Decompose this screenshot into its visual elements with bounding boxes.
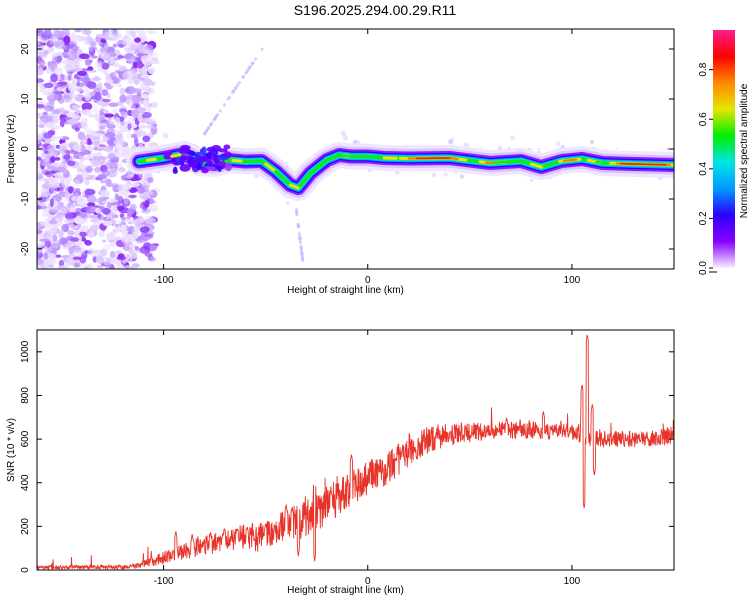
heatmap-ytick-label: 0 (20, 146, 31, 152)
heatmap-ytick-label: -10 (20, 191, 31, 206)
chart-title: S196.2025.294.00.29.R11 (293, 2, 457, 18)
snr-xlabel: Height of straight line (km) (287, 585, 404, 596)
heatmap-xlabel: Height of straight line (km) (287, 285, 404, 296)
snr-xtick-label: -100 (154, 576, 174, 587)
heatmap-plot-area (37, 29, 674, 269)
snr-plot-area (37, 334, 674, 570)
heatmap-xtick-label: 0 (365, 275, 371, 286)
colorbar-tick-label: 0.2 (698, 211, 709, 225)
heatmap-ytick-label: -20 (20, 241, 31, 256)
heatmap-hot-segments (145, 153, 674, 190)
heatmap-xtick-label: -100 (154, 275, 174, 286)
snr-ytick-label: 1000 (20, 340, 31, 363)
colorbar-gradient (713, 30, 735, 268)
snr-ytick-label: 400 (20, 474, 31, 491)
snr-ytick-label: 0 (20, 567, 31, 573)
heatmap-noise-speckle (37, 29, 674, 269)
snr-frame (36, 329, 675, 571)
heatmap-ytick-label: 10 (20, 93, 31, 105)
snr-xtick-label: 0 (365, 576, 371, 587)
colorbar-tick-label: 0.8 (698, 62, 709, 76)
heatmap-ytick-label: 20 (20, 43, 31, 55)
snr-series-line (37, 334, 674, 570)
snr-ytick-label: 800 (20, 387, 31, 404)
colorbar-label: Normalized spectral amplitude (739, 83, 750, 218)
heatmap-blob-cluster (163, 144, 233, 175)
snr-ytick-label: 600 (20, 430, 31, 447)
heatmap-xtick-label: 100 (564, 275, 581, 286)
snr-ylabel: SNR (10 * v/v) (6, 418, 17, 482)
snr-ytick-label: 200 (20, 518, 31, 535)
colorbar: 0.0 0.2 0.4 0.6 0.8 Normalized spectral ampli… (698, 30, 750, 275)
colorbar-tick-label: 0.0 (698, 261, 709, 275)
heatmap-ylabel: Frequency (Hz) (6, 115, 17, 184)
colorbar-tick-label: 0.4 (698, 161, 709, 175)
colorbar-tick-label: 0.6 (698, 112, 709, 126)
snr-xtick-label: 100 (564, 576, 581, 587)
